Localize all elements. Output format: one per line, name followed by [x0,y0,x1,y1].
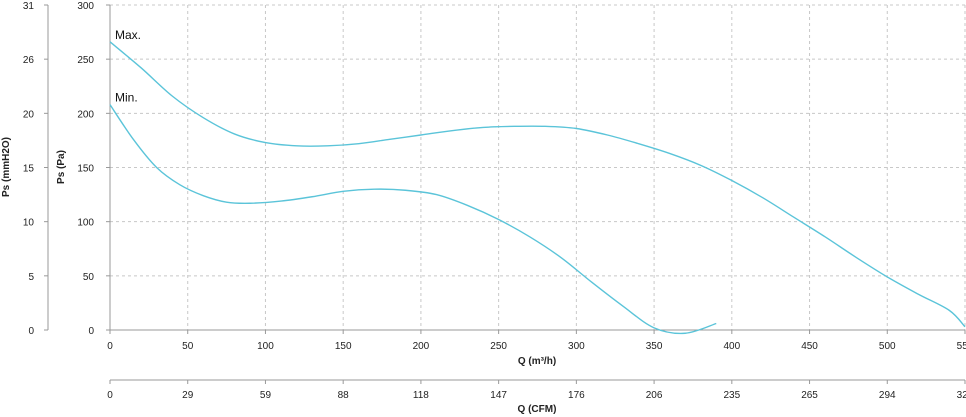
grid-lines [110,4,966,330]
axes [44,4,966,384]
x2-tick-label: 88 [338,390,350,401]
x2-tick-label: 265 [801,390,818,401]
y2-tick-label: 5 [28,272,34,283]
x-tick-label: 450 [801,341,818,352]
x2-tick-label: 294 [879,390,896,401]
series-lines [109,41,966,335]
y2-tick-label: 26 [23,55,35,66]
series-labels: Max. Min. [115,28,141,105]
x-tick-label: 50 [182,341,194,352]
x-tick-label: 150 [335,341,352,352]
y-tick-label: 250 [77,55,94,66]
x-tick-label: 0 [107,341,113,352]
x2-tick-label: 235 [723,390,740,401]
series-label: Max. [115,28,141,42]
series-line-max [109,41,966,328]
y2-tick-label: 31 [23,1,35,12]
x2-tick-label: 59 [260,390,272,401]
y-tick-label: 100 [77,218,94,229]
x2-axis-title: Q (CFM) [518,404,557,415]
y-tick-label: 200 [77,109,94,120]
x2-tick-label: 324 [957,390,966,401]
x2-tick-label: 147 [490,390,507,401]
x-axis-title: Q (m³/h) [518,356,556,367]
y-tick-label: 0 [88,326,94,337]
tick-labels: 0501001502002503003504004505005500295988… [23,1,966,401]
y2-tick-label: 10 [23,218,35,229]
x-tick-label: 400 [723,341,740,352]
x-tick-label: 550 [957,341,966,352]
y2-tick-label: 20 [23,109,35,120]
y-axis-title: Ps (Pa) [56,150,67,184]
y2-tick-label: 0 [28,326,34,337]
y-tick-label: 50 [83,272,95,283]
x-tick-label: 300 [568,341,585,352]
y2-tick-label: 15 [23,164,35,175]
x-tick-label: 500 [879,341,896,352]
x2-tick-label: 118 [413,390,429,401]
x2-tick-label: 0 [107,390,113,401]
y-tick-label: 150 [77,164,94,175]
x2-tick-label: 176 [568,390,585,401]
x-tick-label: 100 [257,341,274,352]
x-tick-label: 200 [413,341,430,352]
y2-axis-title: Ps (mmH2O) [1,137,12,197]
x-tick-label: 350 [646,341,663,352]
series-line-min [109,104,717,335]
x2-tick-label: 29 [182,390,194,401]
series-label: Min. [115,91,138,105]
y-tick-label: 300 [77,1,94,12]
x2-tick-label: 206 [646,390,663,401]
x-tick-label: 250 [490,341,507,352]
